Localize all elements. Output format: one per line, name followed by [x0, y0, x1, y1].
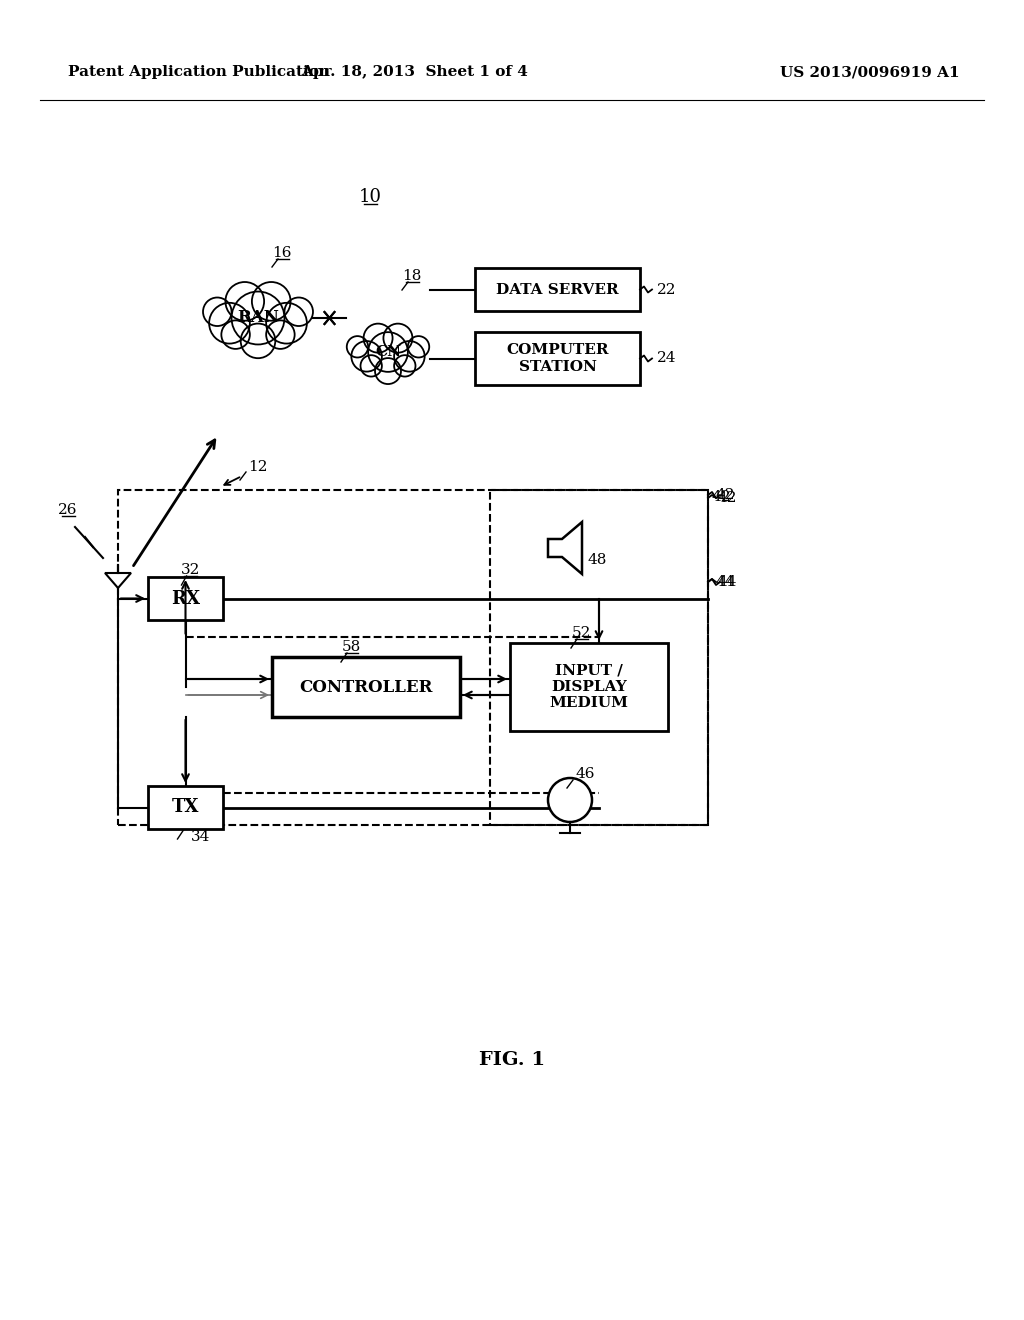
Polygon shape: [105, 573, 131, 587]
Text: INPUT /
DISPLAY
MEDIUM: INPUT / DISPLAY MEDIUM: [550, 664, 629, 710]
Text: 58: 58: [341, 640, 360, 653]
Text: DATA SERVER: DATA SERVER: [497, 282, 618, 297]
Text: 22: 22: [657, 282, 677, 297]
Circle shape: [252, 282, 291, 321]
FancyBboxPatch shape: [475, 268, 640, 312]
Text: 44: 44: [715, 576, 734, 589]
Text: 42: 42: [715, 488, 734, 502]
Text: 42: 42: [717, 491, 736, 506]
Text: 44: 44: [717, 576, 736, 589]
Circle shape: [408, 337, 429, 358]
Circle shape: [209, 302, 250, 343]
Text: 32: 32: [181, 564, 200, 577]
Text: CONTROLLER: CONTROLLER: [299, 678, 433, 696]
Text: RAN: RAN: [238, 309, 279, 326]
Circle shape: [394, 355, 416, 376]
Text: 24: 24: [657, 351, 677, 366]
Text: CN: CN: [375, 345, 401, 359]
Text: 26: 26: [58, 503, 78, 517]
Circle shape: [364, 323, 392, 352]
Circle shape: [347, 337, 369, 358]
Circle shape: [266, 321, 295, 348]
Text: RX: RX: [171, 590, 200, 607]
Circle shape: [360, 355, 382, 376]
Circle shape: [241, 323, 275, 358]
FancyBboxPatch shape: [148, 785, 223, 829]
FancyBboxPatch shape: [510, 643, 668, 731]
Circle shape: [266, 302, 307, 343]
Text: 46: 46: [575, 767, 595, 781]
Text: Patent Application Publication: Patent Application Publication: [68, 65, 330, 79]
Circle shape: [231, 292, 285, 345]
Text: Apr. 18, 2013  Sheet 1 of 4: Apr. 18, 2013 Sheet 1 of 4: [301, 65, 528, 79]
Text: 34: 34: [190, 830, 210, 843]
Circle shape: [394, 341, 425, 372]
Text: 42: 42: [712, 490, 731, 504]
Text: FIG. 1: FIG. 1: [479, 1051, 545, 1069]
FancyBboxPatch shape: [148, 577, 223, 620]
Circle shape: [203, 297, 231, 326]
Circle shape: [375, 358, 401, 384]
FancyBboxPatch shape: [475, 333, 640, 385]
Polygon shape: [548, 521, 582, 574]
Text: 18: 18: [402, 269, 422, 282]
Circle shape: [225, 282, 264, 321]
Text: US 2013/0096919 A1: US 2013/0096919 A1: [780, 65, 959, 79]
FancyBboxPatch shape: [272, 657, 460, 717]
Circle shape: [351, 341, 382, 372]
Text: COMPUTER
STATION: COMPUTER STATION: [506, 343, 608, 374]
Text: TX: TX: [172, 799, 200, 817]
Circle shape: [548, 777, 592, 822]
Text: 12: 12: [248, 459, 267, 474]
Text: 52: 52: [571, 626, 591, 640]
Circle shape: [383, 323, 413, 352]
Circle shape: [369, 333, 408, 372]
Circle shape: [285, 297, 313, 326]
Circle shape: [221, 321, 250, 348]
Text: 10: 10: [358, 187, 382, 206]
Text: 48: 48: [588, 553, 607, 568]
Text: 16: 16: [272, 246, 292, 260]
